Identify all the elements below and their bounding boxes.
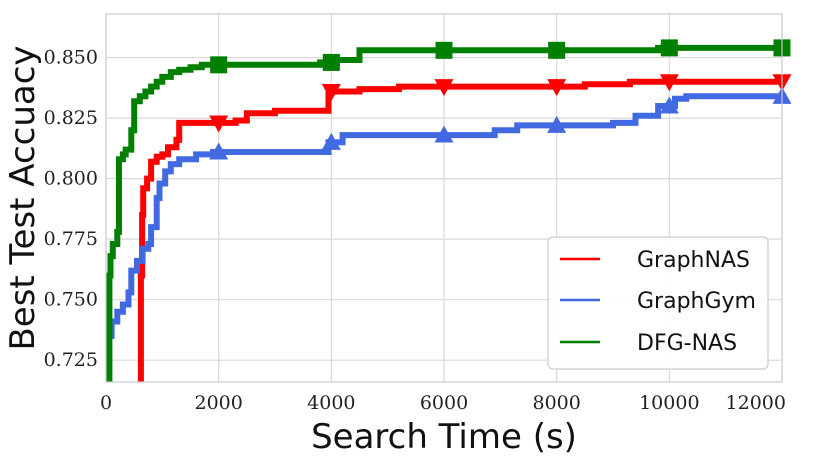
data-marker-dfg-nas (660, 39, 678, 57)
data-marker-graphnas (434, 79, 454, 97)
y-tick-labels: 0.725 0.750 0.775 0.800 0.825 0.850 (44, 47, 98, 372)
data-marker-dfg-nas (435, 41, 453, 59)
y-axis-title: Best Test Accuacy (3, 45, 43, 350)
data-marker-graphnas (659, 74, 679, 92)
data-marker-dfg-nas (210, 56, 228, 74)
data-marker-graphgym (434, 125, 454, 143)
legend-label-graphgym: GraphGym (637, 289, 756, 314)
x-tick-label: 10000 (639, 392, 699, 414)
x-tick-label: 4000 (307, 392, 355, 414)
plot-frame (105, 13, 783, 383)
x-tick-label: 6000 (420, 392, 468, 414)
legend-box (547, 236, 769, 370)
y-tick-label: 0.850 (44, 47, 98, 69)
y-tick-label: 0.800 (44, 168, 98, 190)
legend: GraphNAS GraphGym DFG-NAS (547, 236, 769, 370)
series-line-graphnas (137, 78, 782, 382)
x-tick-label: 12000 (726, 392, 786, 414)
data-marker-graphgym (321, 132, 341, 150)
x-axis-title: Search Time (s) (311, 417, 577, 457)
x-tick-label: 0 (100, 392, 112, 414)
x-tick-label: 2000 (194, 392, 242, 414)
data-marker-graphnas (547, 79, 567, 97)
data-marker-graphnas (209, 115, 229, 133)
series-line-graphgym (106, 93, 782, 382)
data-marker-graphnas (321, 83, 341, 101)
data-marker-graphgym (659, 96, 679, 114)
x-tick-label: 8000 (532, 392, 580, 414)
data-marker-dfg-nas (322, 53, 340, 71)
legend-label-dfg-nas: DFG-NAS (637, 331, 737, 356)
y-tick-label: 0.750 (44, 289, 98, 311)
data-marker-dfg-nas (548, 41, 566, 59)
y-tick-label: 0.825 (44, 107, 98, 129)
y-tick-label: 0.775 (44, 228, 98, 250)
y-tick-label: 0.725 (44, 349, 98, 371)
x-tick-labels: 0 2000 4000 6000 8000 10000 12000 (100, 392, 786, 414)
legend-label-graphnas: GraphNAS (637, 248, 750, 273)
data-marker-graphgym (209, 142, 229, 160)
data-marker-graphgym (547, 115, 567, 133)
